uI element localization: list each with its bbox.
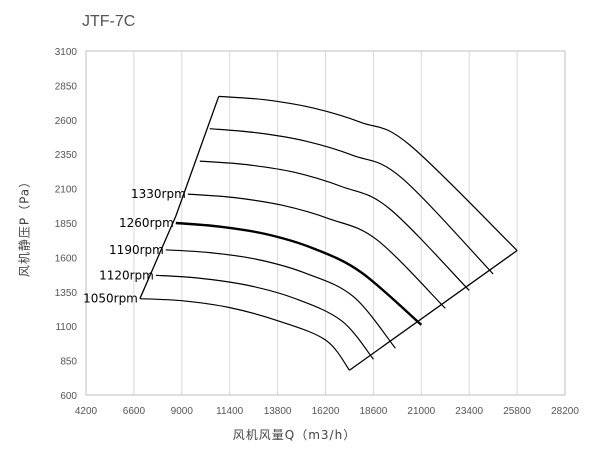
speed-label-4: 1330rpm <box>131 187 186 201</box>
speed-label-3: 1260rpm <box>119 216 174 230</box>
y-tick-label: 2100 <box>55 185 78 196</box>
boundary-left-lower <box>139 215 177 299</box>
fan-curve-6 <box>209 128 494 275</box>
x-tick-label: 6600 <box>123 406 146 417</box>
speed-label-1: 1120rpm <box>99 268 154 282</box>
fan-curve-3 <box>175 221 423 326</box>
y-tick-label: 850 <box>60 357 77 368</box>
x-axis-label: 风机风量Q（m3/h） <box>232 428 357 442</box>
chart-title: JTF-7C <box>82 13 136 30</box>
x-tick-label: 4200 <box>75 406 98 417</box>
y-tick-label: 3100 <box>55 47 78 58</box>
speed-label-2: 1190rpm <box>109 243 164 257</box>
y-tick-label: 2850 <box>55 81 78 92</box>
x-tick-label: 9000 <box>171 406 194 417</box>
x-tick-label: 23400 <box>455 406 483 417</box>
boundary-left-upper <box>175 96 220 217</box>
x-tick-label: 16200 <box>312 406 340 417</box>
x-tick-label: 21000 <box>407 406 435 417</box>
fan-curve-2 <box>165 249 396 349</box>
fan-curve-5 <box>199 160 470 291</box>
y-tick-label: 1600 <box>55 253 78 264</box>
fan-curve-4 <box>187 193 446 309</box>
x-tick-label: 25800 <box>503 406 531 417</box>
fan-curve-7 <box>218 95 518 251</box>
y-tick-label: 600 <box>60 391 77 402</box>
x-tick-label: 13800 <box>264 406 292 417</box>
y-tick-label: 2600 <box>55 116 78 127</box>
fan-curve-0 <box>139 298 350 371</box>
y-tick-label: 1100 <box>55 322 77 333</box>
speed-label-0: 1050rpm <box>83 292 138 306</box>
y-tick-label: 1850 <box>55 219 78 230</box>
x-tick-label: 11400 <box>216 406 244 417</box>
x-tick-label: 28200 <box>551 406 579 417</box>
plot-frame <box>85 50 566 396</box>
y-tick-label: 2350 <box>55 150 78 161</box>
y-axis-label: 风机静压P（Pa） <box>17 174 32 278</box>
y-tick-label: 1350 <box>55 288 78 299</box>
fan-curve-1 <box>155 274 374 360</box>
x-tick-label: 18600 <box>359 406 387 417</box>
boundary-right <box>349 249 518 371</box>
